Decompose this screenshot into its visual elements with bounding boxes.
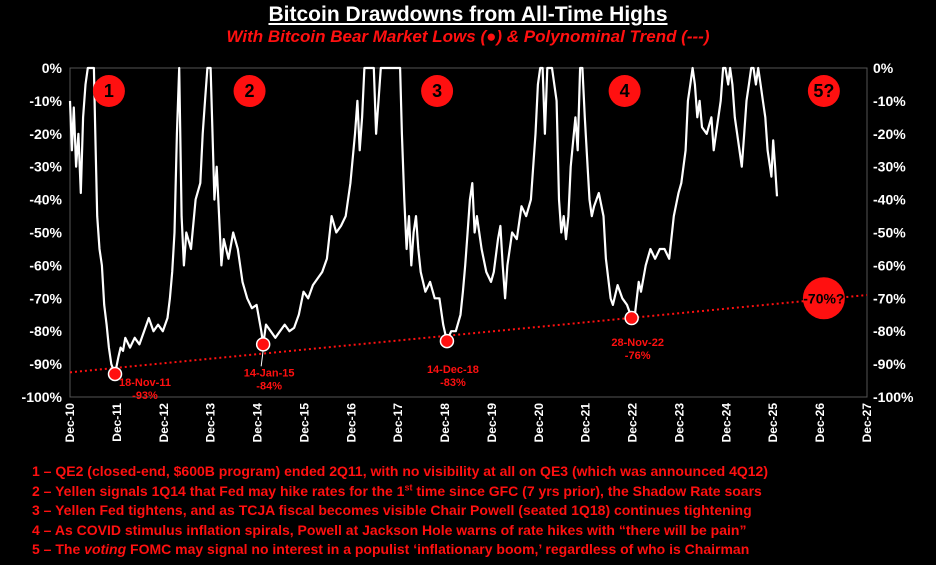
y-tick-label-right: 0% (873, 60, 894, 76)
episode-badge-label: 1 (104, 81, 114, 101)
chart-subtitle: With Bitcoin Bear Market Lows (●) & Poly… (226, 27, 710, 46)
episode-badge-label: 4 (620, 81, 630, 101)
episode-badge (608, 75, 641, 108)
note-2: 2 – Yellen signals 1Q14 that Fed may hik… (32, 481, 762, 499)
x-tick-label: Dec-27 (860, 403, 874, 443)
episode-badge (92, 75, 125, 108)
episode-badge (233, 75, 266, 108)
low-value-label: -83% (440, 377, 466, 389)
episode-badge (421, 75, 454, 108)
y-tick-label-right: -30% (873, 159, 906, 175)
x-tick-label: Dec-19 (485, 403, 499, 443)
x-tick-label: Dec-17 (391, 403, 405, 443)
x-tick-label: Dec-21 (579, 403, 593, 443)
episode-badge-label: 2 (245, 81, 255, 101)
episode-badge-label: 3 (432, 81, 442, 101)
y-tick-label-right: -80% (873, 323, 906, 339)
y-tick-label-left: -40% (29, 192, 62, 208)
x-tick-label: Dec-13 (204, 403, 218, 443)
y-tick-label-left: -20% (29, 126, 62, 142)
y-tick-label-left: -60% (29, 257, 62, 273)
low-date-label: 14-Jan-15 (244, 367, 295, 379)
low-value-label: -76% (625, 350, 651, 362)
y-tick-label-right: -50% (873, 225, 906, 241)
y-tick-label-left: -10% (29, 93, 62, 109)
drawdown-chart: 18-Nov-11-93% 14-Jan-15-84% 14-Dec-18-83% 2… (22, 60, 914, 443)
y-tick-label-left: -80% (29, 323, 62, 339)
projection-label: -70%? (803, 290, 844, 306)
low-date-label: 14-Dec-18 (427, 364, 479, 376)
low-date-label: 18-Nov-11 (119, 377, 171, 389)
episode-badge (807, 75, 840, 108)
low-pointer (260, 350, 264, 367)
y-tick-label-right: -40% (873, 192, 906, 208)
low-value-label: -93% (132, 390, 158, 402)
low-value-label: -84% (256, 380, 282, 392)
low-marker (624, 310, 639, 326)
y-tick-label-left: -30% (29, 159, 62, 175)
x-tick-label: Dec-22 (626, 403, 640, 443)
y-tick-label-left: -100% (22, 389, 63, 405)
low-marker (255, 337, 271, 352)
y-tick-label-left: 0% (42, 60, 63, 76)
x-tick-label: Dec-24 (719, 403, 733, 443)
projection-marker (802, 277, 845, 320)
note-4: 4 – As COVID stimulus inflation spirals,… (32, 521, 747, 538)
low-marker (439, 333, 455, 349)
y-tick-label-left: -50% (29, 225, 62, 241)
x-tick-label: Dec-14 (251, 403, 265, 443)
x-tick-label: Dec-18 (438, 403, 452, 443)
x-tick-label: Dec-16 (344, 403, 358, 443)
y-tick-label-right: -60% (873, 257, 906, 273)
y-tick-label-left: -70% (29, 290, 62, 306)
x-tick-label: Dec-25 (766, 403, 780, 443)
note-3: 3 – Yellen Fed tightens, and as TCJA fis… (32, 502, 752, 518)
plot-frame (69, 67, 868, 398)
low-marker (107, 366, 123, 382)
y-tick-label-right: -70% (873, 290, 906, 306)
low-date-label: 28-Nov-22 (611, 337, 664, 349)
chart-title: Bitcoin Drawdowns from All-Time Highs (268, 3, 668, 26)
x-tick-label: Dec-15 (297, 403, 311, 443)
y-tick-label-right: -90% (873, 356, 906, 372)
y-tick-label-right: -100% (873, 389, 914, 405)
episode-badge-label: 5? (813, 81, 834, 101)
note-1: 1 – QE2 (closed-end, $600B program) ende… (32, 463, 768, 479)
x-tick-label: Dec-20 (532, 403, 546, 443)
drawdown-series-line (68, 66, 779, 376)
x-tick-label: Dec-10 (63, 403, 77, 443)
y-tick-label-right: -10% (873, 93, 906, 109)
x-tick-label: Dec-12 (157, 403, 171, 443)
y-tick-label-right: -20% (873, 126, 906, 142)
x-tick-label: Dec-23 (672, 403, 686, 443)
y-tick-label-left: -90% (29, 356, 62, 372)
notes-list: 1 – QE2 (closed-end, $600B program) ende… (32, 462, 932, 560)
x-tick-label: Dec-26 (813, 403, 827, 443)
trend-line (69, 294, 868, 374)
note-5: 5 – The voting FOMC may signal no intere… (32, 541, 750, 557)
x-tick-label: Dec-11 (110, 403, 124, 442)
